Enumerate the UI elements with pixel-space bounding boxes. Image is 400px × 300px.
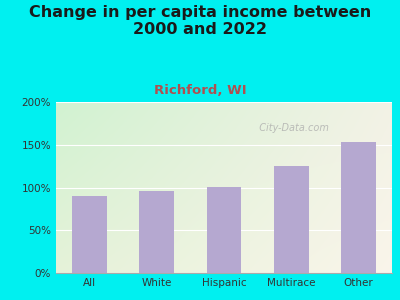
Text: City-Data.com: City-Data.com (253, 123, 329, 133)
Bar (206, 187, 242, 273)
Text: Change in per capita income between
2000 and 2022: Change in per capita income between 2000… (29, 4, 371, 37)
Bar (274, 166, 309, 273)
Text: Richford, WI: Richford, WI (154, 84, 246, 97)
Bar (341, 142, 376, 273)
Bar (72, 196, 107, 273)
Bar (139, 191, 174, 273)
